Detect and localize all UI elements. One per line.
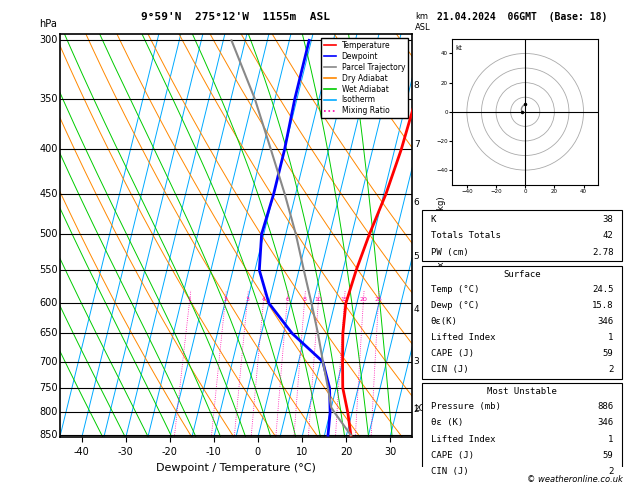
Text: 21.04.2024  06GMT  (Base: 18): 21.04.2024 06GMT (Base: 18) — [437, 12, 607, 22]
Text: 59: 59 — [603, 451, 613, 460]
Text: 15: 15 — [340, 297, 348, 302]
Text: 346: 346 — [598, 418, 613, 427]
Text: 10: 10 — [314, 297, 322, 302]
Text: 2: 2 — [414, 405, 420, 415]
Text: 400: 400 — [40, 144, 58, 155]
Text: 5: 5 — [414, 252, 420, 260]
Text: Surface: Surface — [503, 270, 541, 278]
Text: 2: 2 — [223, 297, 227, 302]
X-axis label: Dewpoint / Temperature (°C): Dewpoint / Temperature (°C) — [156, 463, 316, 473]
Text: Lifted Index: Lifted Index — [431, 434, 495, 444]
Text: 38: 38 — [603, 215, 613, 224]
Bar — [423, 210, 621, 261]
Legend: Temperature, Dewpoint, Parcel Trajectory, Dry Adiabat, Wet Adiabat, Isotherm, Mi: Temperature, Dewpoint, Parcel Trajectory… — [321, 38, 408, 119]
Text: Lifted Index: Lifted Index — [431, 333, 495, 342]
Text: LCL: LCL — [414, 404, 429, 413]
Text: 1: 1 — [608, 333, 613, 342]
Text: 650: 650 — [40, 329, 58, 338]
Text: 450: 450 — [40, 189, 58, 199]
Text: 8: 8 — [414, 81, 420, 90]
Text: Totals Totals: Totals Totals — [431, 231, 501, 241]
Text: 4: 4 — [262, 297, 265, 302]
Text: 6: 6 — [285, 297, 289, 302]
Text: 7: 7 — [414, 140, 420, 149]
Text: 300: 300 — [40, 35, 58, 45]
Text: CIN (J): CIN (J) — [431, 467, 469, 476]
Text: 3: 3 — [414, 357, 420, 366]
Text: 500: 500 — [40, 229, 58, 239]
Text: 20: 20 — [359, 297, 367, 302]
Text: 346: 346 — [598, 317, 613, 326]
Text: 700: 700 — [40, 357, 58, 366]
Text: θε (K): θε (K) — [431, 418, 463, 427]
Text: 2: 2 — [608, 467, 613, 476]
Text: CIN (J): CIN (J) — [431, 365, 469, 374]
Text: Mixing Ratio (g/kg): Mixing Ratio (g/kg) — [437, 196, 446, 276]
Text: 25: 25 — [374, 297, 382, 302]
Text: Most Unstable: Most Unstable — [487, 387, 557, 396]
Bar — [423, 485, 621, 486]
Text: 600: 600 — [40, 298, 58, 308]
Text: 800: 800 — [40, 407, 58, 417]
Text: 1: 1 — [187, 297, 191, 302]
Text: 8: 8 — [303, 297, 306, 302]
Text: 59: 59 — [603, 349, 613, 358]
Text: CAPE (J): CAPE (J) — [431, 451, 474, 460]
Text: 350: 350 — [40, 94, 58, 104]
Text: 6: 6 — [414, 198, 420, 207]
Text: 4: 4 — [414, 305, 420, 314]
Text: Temp (°C): Temp (°C) — [431, 284, 479, 294]
Text: hPa: hPa — [39, 19, 57, 29]
Bar — [423, 266, 621, 379]
Text: CAPE (J): CAPE (J) — [431, 349, 474, 358]
Text: kt: kt — [455, 45, 462, 51]
Text: Dewp (°C): Dewp (°C) — [431, 301, 479, 310]
Text: K: K — [431, 215, 436, 224]
Text: θε(K): θε(K) — [431, 317, 458, 326]
Text: © weatheronline.co.uk: © weatheronline.co.uk — [527, 474, 623, 484]
Text: PW (cm): PW (cm) — [431, 247, 469, 257]
Text: 42: 42 — [603, 231, 613, 241]
Text: 3: 3 — [245, 297, 249, 302]
Text: 2: 2 — [608, 365, 613, 374]
Text: 850: 850 — [40, 430, 58, 440]
Text: 9°59'N  275°12'W  1155m  ASL: 9°59'N 275°12'W 1155m ASL — [142, 12, 330, 22]
Text: 886: 886 — [598, 402, 613, 411]
Text: 2.78: 2.78 — [592, 247, 613, 257]
Text: Pressure (mb): Pressure (mb) — [431, 402, 501, 411]
Text: 1: 1 — [608, 434, 613, 444]
Text: 550: 550 — [40, 265, 58, 275]
Text: 15.8: 15.8 — [592, 301, 613, 310]
Text: 24.5: 24.5 — [592, 284, 613, 294]
Text: 750: 750 — [40, 383, 58, 393]
Text: km
ASL: km ASL — [415, 12, 431, 32]
Bar — [423, 383, 621, 480]
